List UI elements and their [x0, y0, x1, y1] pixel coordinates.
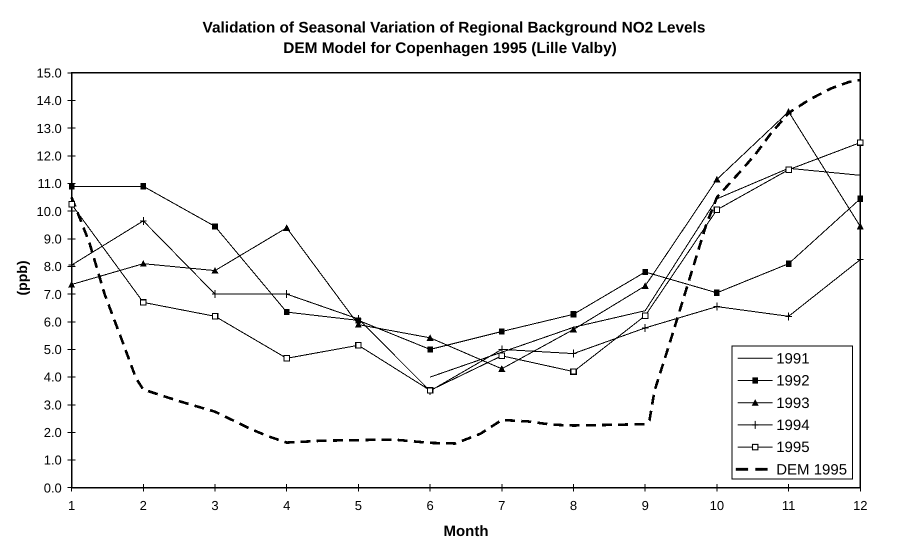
- svg-text:6.0: 6.0: [44, 314, 62, 329]
- svg-text:2: 2: [140, 498, 147, 513]
- svg-text:10: 10: [710, 498, 724, 513]
- svg-text:1995: 1995: [776, 439, 809, 456]
- svg-text:5.0: 5.0: [44, 342, 62, 357]
- svg-text:Validation of Seasonal Variati: Validation of Seasonal Variation of Regi…: [203, 20, 706, 37]
- svg-text:DEM Model for Copenhagen 1995: DEM Model for Copenhagen 1995 (Lille Val…: [283, 40, 617, 57]
- svg-text:3: 3: [211, 498, 218, 513]
- svg-text:DEM 1995: DEM 1995: [776, 461, 847, 478]
- svg-text:3.0: 3.0: [44, 397, 62, 412]
- svg-text:4.0: 4.0: [44, 370, 62, 385]
- svg-text:2.0: 2.0: [44, 425, 62, 440]
- svg-text:Month: Month: [444, 523, 489, 540]
- svg-text:7.0: 7.0: [44, 287, 62, 302]
- svg-text:11.0: 11.0: [37, 176, 61, 191]
- svg-text:(ppb): (ppb): [14, 261, 30, 296]
- svg-text:12: 12: [853, 498, 867, 513]
- svg-text:4: 4: [283, 498, 290, 513]
- svg-text:13.0: 13.0: [36, 121, 61, 136]
- svg-text:10.0: 10.0: [36, 204, 61, 219]
- svg-text:14.0: 14.0: [36, 93, 61, 108]
- svg-text:8: 8: [570, 498, 577, 513]
- svg-text:1994: 1994: [776, 417, 809, 434]
- svg-text:15.0: 15.0: [36, 66, 61, 81]
- svg-text:1992: 1992: [776, 373, 809, 390]
- svg-text:1: 1: [68, 498, 75, 513]
- svg-text:6: 6: [426, 498, 433, 513]
- svg-text:0.0: 0.0: [44, 480, 62, 495]
- svg-text:8.0: 8.0: [44, 259, 62, 274]
- svg-text:7: 7: [498, 498, 505, 513]
- svg-text:9.0: 9.0: [44, 231, 62, 246]
- svg-text:11: 11: [782, 498, 796, 513]
- svg-text:5: 5: [355, 498, 362, 513]
- svg-text:1.0: 1.0: [44, 453, 62, 468]
- svg-text:1993: 1993: [776, 395, 809, 412]
- svg-text:12.0: 12.0: [36, 149, 61, 164]
- svg-text:1991: 1991: [776, 350, 809, 367]
- svg-text:9: 9: [642, 498, 649, 513]
